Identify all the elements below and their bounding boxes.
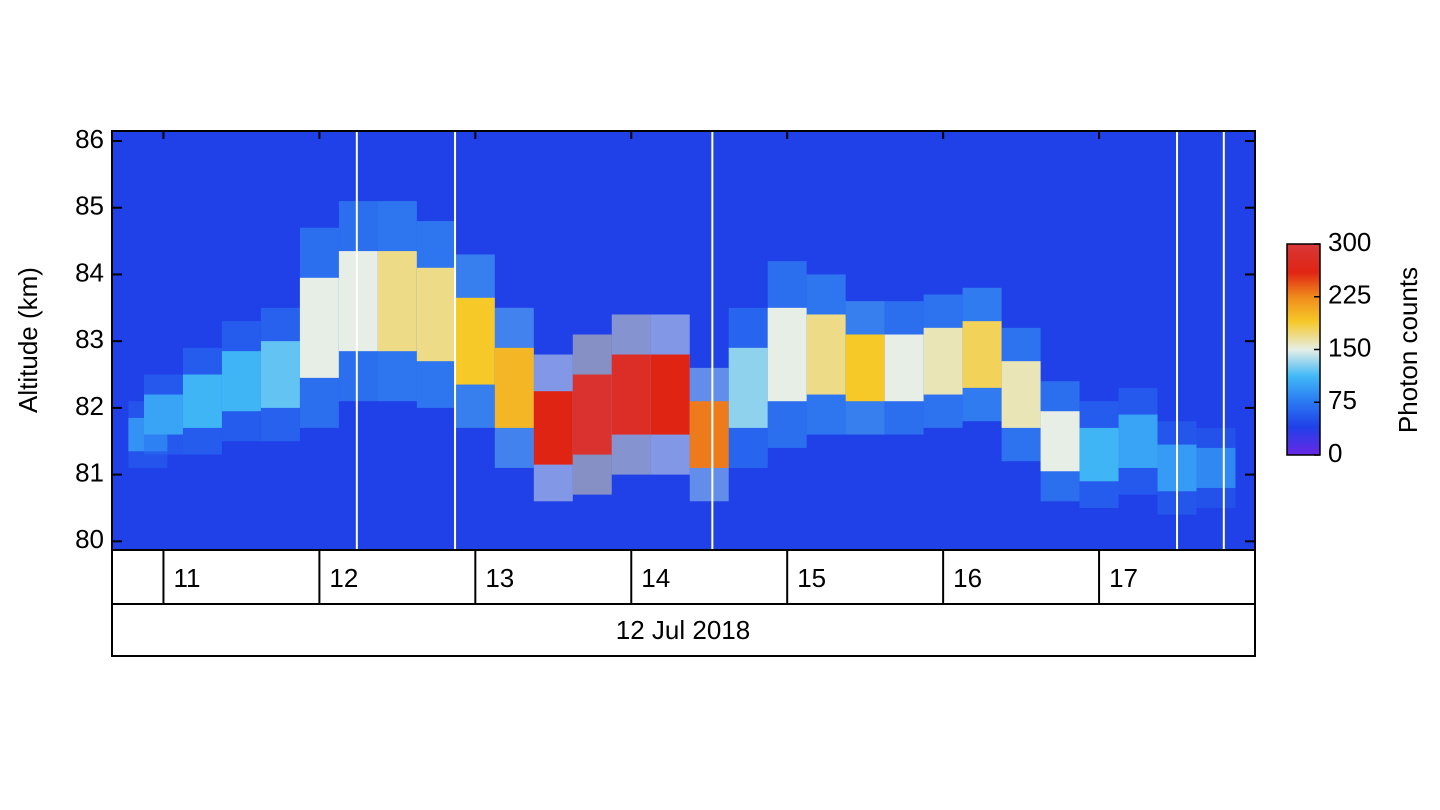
colorbar-tick-label: 300 (1328, 227, 1371, 257)
layer-cell (182, 374, 222, 428)
y-tick-label: 85 (75, 191, 104, 221)
layer-cell (845, 334, 885, 402)
layer-cell (260, 341, 300, 408)
layer-cell (689, 401, 729, 468)
layer-cell (299, 277, 339, 378)
x-tick-label: 16 (953, 563, 982, 593)
x-tick-label: 13 (485, 563, 514, 593)
layer-cell (1196, 447, 1236, 488)
layer-cell (728, 347, 768, 428)
date-box (111, 603, 1256, 657)
layer-cell (221, 351, 261, 412)
layer-cell (338, 251, 378, 352)
colorbar-label: Photon counts (1393, 267, 1423, 433)
x-axis-label: 12 Jul 2018 (616, 615, 750, 645)
x-tick-label: 14 (641, 563, 670, 593)
colorbar-tick-label: 75 (1328, 385, 1357, 415)
layer-cell (884, 334, 924, 402)
colorbar-tick-label: 150 (1328, 332, 1371, 362)
layer-cell (1079, 427, 1119, 482)
layer-cell (1118, 414, 1158, 468)
layer-cell (923, 327, 963, 395)
x-tick-label: 17 (1109, 563, 1138, 593)
layer-cell (1040, 411, 1080, 472)
layer-cell (806, 314, 846, 395)
colorbar-tick-label: 225 (1328, 280, 1371, 310)
layer-cell (1001, 361, 1041, 428)
layer-cell (767, 307, 807, 402)
y-tick-label: 82 (75, 391, 104, 421)
y-tick-label: 86 (75, 124, 104, 154)
layer-cell (533, 391, 573, 465)
layer-cell (377, 251, 417, 352)
layer-cell (962, 321, 1002, 388)
layer-cell (143, 394, 183, 435)
layer-cell (650, 354, 690, 435)
x-tick-label: 15 (797, 563, 826, 593)
y-tick-label: 80 (75, 524, 104, 554)
y-tick-label: 81 (75, 457, 104, 487)
x-tick-label: 11 (173, 563, 200, 593)
layer-cell (572, 374, 612, 455)
x-tick-label: 12 (329, 563, 358, 593)
layer-cell (611, 354, 651, 435)
y-axis-label: Altitude (km) (13, 267, 43, 413)
colorbar-tick-label: 0 (1328, 438, 1342, 468)
time-axis-box (111, 549, 1256, 605)
y-tick-label: 83 (75, 324, 104, 354)
layer-cell (494, 347, 534, 428)
y-tick-label: 84 (75, 257, 104, 287)
plot-area (112, 131, 1255, 550)
layer-cell (455, 297, 495, 385)
layer-cell (416, 267, 456, 362)
